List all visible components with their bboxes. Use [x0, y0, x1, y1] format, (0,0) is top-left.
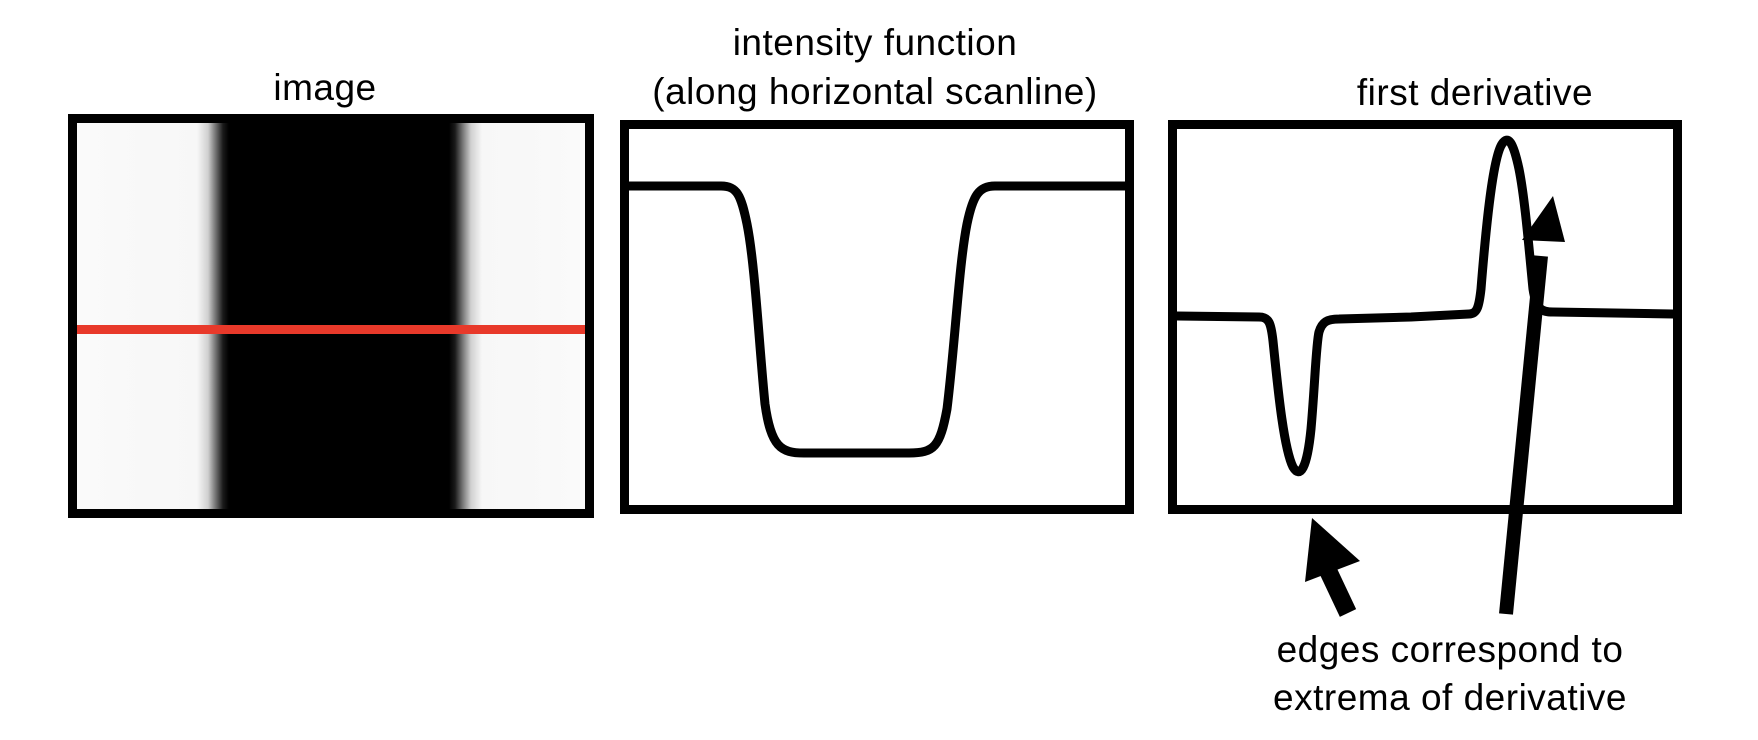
intensity-curve-plot: [629, 181, 1125, 458]
intensity-panel: [620, 120, 1134, 514]
derivative-curve: [1177, 135, 1673, 477]
horizontal-scanline: [77, 325, 585, 334]
left-arrow-icon: [1305, 518, 1360, 617]
dark-stripe-image: [77, 123, 585, 509]
intensity-panel-subtitle: (along horizontal scanline): [652, 71, 1098, 112]
intensity-curve: [629, 181, 1125, 458]
image-panel-title: image: [273, 67, 377, 108]
derivative-curve-plot: [1177, 135, 1673, 477]
derivative-panel: [1168, 120, 1682, 514]
right-arrow-icon: [1499, 196, 1565, 615]
annotation-line-1: edges correspond to: [1276, 629, 1624, 670]
derivative-panel-title: first derivative: [1356, 72, 1594, 113]
annotation-line-2: extrema of derivative: [1273, 677, 1627, 718]
intensity-panel-title: intensity function: [732, 22, 1018, 63]
image-panel: [68, 114, 594, 518]
